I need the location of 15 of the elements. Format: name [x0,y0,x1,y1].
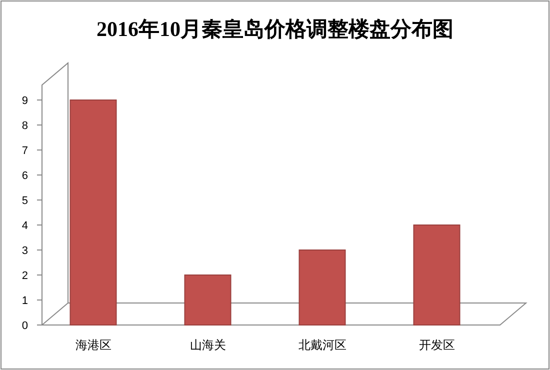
y-tick-label: 6 [22,170,28,182]
chart-title: 2016年10月秦皇岛价格调整楼盘分布图 [96,17,454,41]
x-tick-label: 山海关 [190,338,226,352]
y-tick-label: 8 [22,120,28,132]
y-tick-label: 4 [22,220,28,232]
x-tick-label: 北戴河区 [298,338,346,352]
y-tick-label: 7 [22,145,28,157]
y-tick-label: 9 [22,95,28,107]
y-tick-label: 2 [22,270,28,282]
x-tick-label: 开发区 [418,338,455,352]
y-tick-label: 0 [22,320,28,332]
y-tick-label: 5 [22,195,28,207]
y-tick-label: 3 [22,245,28,257]
y-tick-label: 1 [22,295,28,307]
x-tick-label: 海港区 [75,338,112,352]
